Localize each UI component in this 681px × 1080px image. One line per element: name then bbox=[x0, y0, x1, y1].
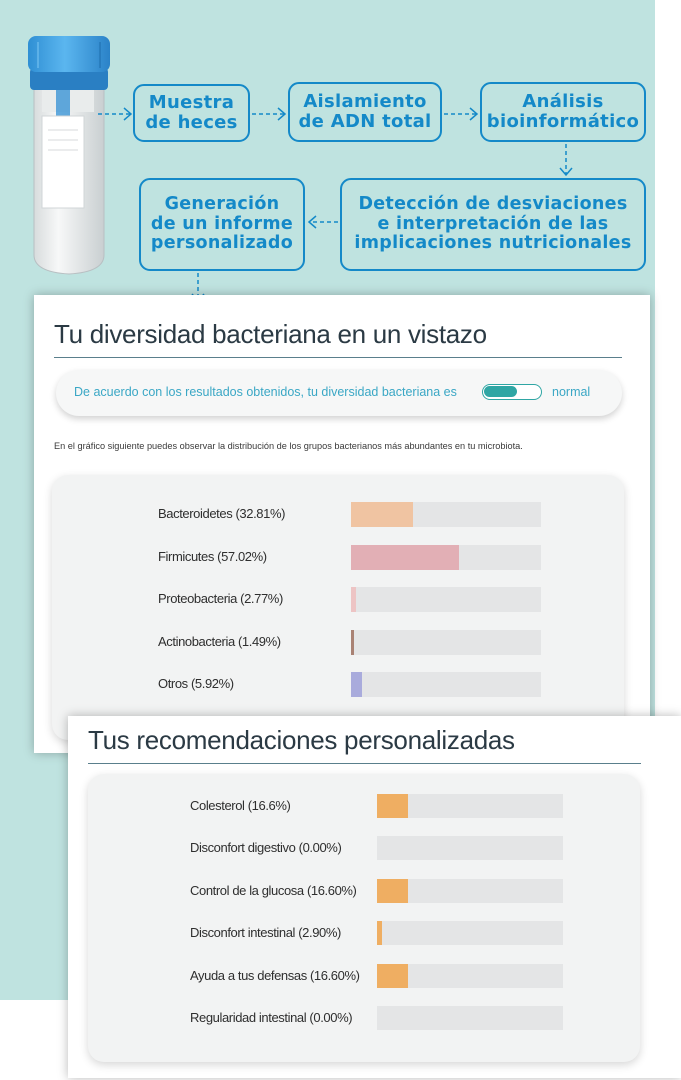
bar-track bbox=[351, 672, 541, 697]
bar bbox=[377, 794, 408, 818]
bar-label: Colesterol (16.6%) bbox=[190, 798, 291, 813]
diversity-title-rule bbox=[54, 357, 622, 358]
bar-track bbox=[377, 836, 563, 861]
bar-track bbox=[377, 1006, 563, 1030]
flow-step-report: Generación de un informe personalizado bbox=[139, 178, 305, 271]
flow-step-sample-label: Muestra de heces bbox=[145, 91, 238, 133]
bar-track bbox=[377, 794, 563, 818]
bar-label: Regularidad intestinal (0.00%) bbox=[190, 1010, 353, 1025]
distribution-note: En el gráfico siguiente puedes observar … bbox=[54, 441, 523, 451]
bar-label: Otros (5.92%) bbox=[158, 676, 234, 691]
bar-track bbox=[377, 878, 563, 903]
bar-track bbox=[351, 502, 541, 527]
bar bbox=[351, 629, 354, 655]
bar-track bbox=[377, 921, 563, 946]
diversity-card: Tu diversidad bacteriana en un vistazo D… bbox=[34, 295, 650, 753]
diversity-summary: De acuerdo con los resultados obtenidos,… bbox=[56, 370, 622, 416]
flow-step-dna-label: Aislamiento de ADN total bbox=[298, 90, 432, 132]
bar-label: Proteobacteria (2.77%) bbox=[158, 591, 283, 606]
bar bbox=[351, 672, 363, 697]
recommendations-card: Tus recomendaciones personalizadas Coles… bbox=[68, 716, 681, 1078]
flow-step-detection: Detección de desviaciones e interpretaci… bbox=[340, 178, 646, 271]
bar-label: Actinobacteria (1.49%) bbox=[158, 633, 281, 649]
diversity-level-indicator bbox=[482, 384, 542, 400]
recommendations-title-rule bbox=[88, 763, 641, 764]
flow-step-report-label: Generación de un informe personalizado bbox=[150, 194, 294, 254]
bar bbox=[351, 502, 414, 527]
flow-step-sample: Muestra de heces bbox=[133, 84, 250, 142]
flow-step-bioinfo-label: Análisis bioinformático bbox=[486, 90, 640, 132]
bar-track bbox=[351, 544, 541, 570]
bar bbox=[377, 921, 383, 946]
flow-step-dna: Aislamiento de ADN total bbox=[288, 82, 442, 142]
diversity-status: normal bbox=[552, 385, 591, 399]
recommendations-chart: Colesterol (16.6%) Disconfort digestivo (… bbox=[88, 774, 640, 1062]
bar-label: Bacteroidetes (32.81%) bbox=[158, 506, 286, 521]
bar-label: Control de la glucosa (16.60%) bbox=[190, 882, 357, 898]
diversity-level-fill bbox=[484, 386, 517, 397]
bar bbox=[351, 544, 460, 570]
bar bbox=[351, 587, 357, 612]
bacteria-chart: Bacteroidetes (32.81%) Firmicutes (57.02%… bbox=[52, 475, 624, 740]
flow-step-bioinfo: Análisis bioinformático bbox=[480, 82, 646, 142]
diversity-title: Tu diversidad bacteriana en un vistazo bbox=[54, 319, 487, 349]
bar-track bbox=[377, 963, 563, 988]
bar-track bbox=[351, 587, 541, 612]
flow-step-detection-label: Detección de desviaciones e interpretaci… bbox=[354, 194, 632, 254]
bar-label: Firmicutes (57.02%) bbox=[158, 548, 267, 564]
bar bbox=[377, 878, 408, 903]
diversity-summary-text: De acuerdo con los resultados obtenidos,… bbox=[74, 385, 457, 399]
recommendations-title: Tus recomendaciones personalizadas bbox=[88, 725, 515, 755]
bar-label: Ayuda a tus defensas (16.60%) bbox=[190, 967, 360, 983]
bar bbox=[377, 963, 408, 988]
bar-label: Disconfort intestinal (2.90%) bbox=[190, 925, 341, 941]
bar-track bbox=[351, 629, 541, 655]
sample-tube-icon bbox=[28, 36, 110, 275]
bar-label: Disconfort digestivo (0.00%) bbox=[190, 840, 342, 856]
